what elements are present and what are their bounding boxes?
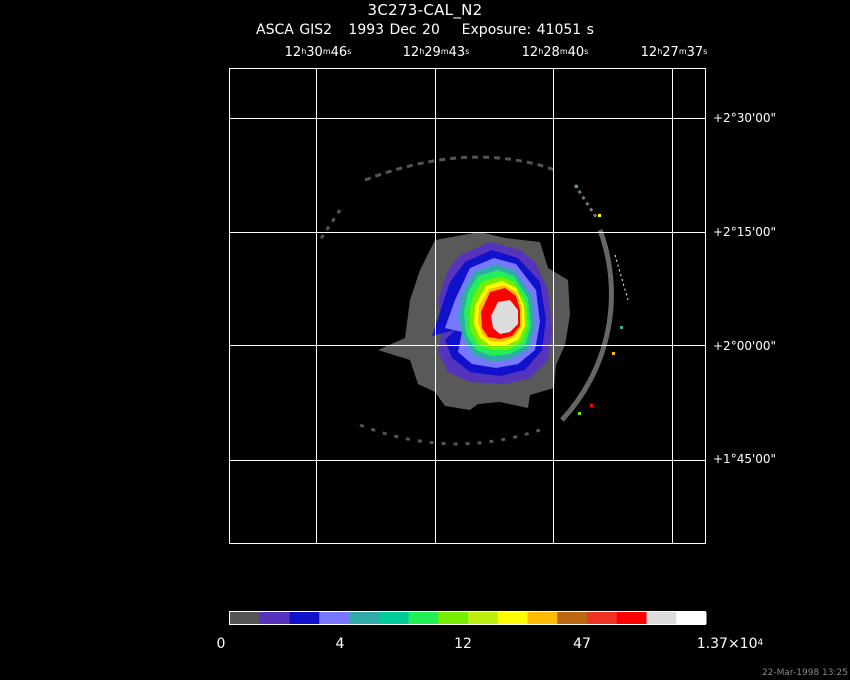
colorbar-swatch: [349, 612, 380, 624]
detector-ring: [318, 155, 629, 446]
dec-tick-label-2: +2°15'00": [713, 225, 777, 239]
colorbar-swatch: [587, 612, 618, 624]
colorbar: [230, 612, 707, 624]
colorbar-swatch: [557, 612, 588, 624]
dec-tick-label-3: +2°00'00": [713, 339, 777, 353]
ra-tick-label-2: 12h29m43s: [402, 45, 470, 60]
ra-tick-label-1: 12h30m46s: [284, 45, 352, 60]
colorbar-swatch: [408, 612, 439, 624]
colorbar-swatch: [230, 612, 261, 624]
colorbar-swatch: [319, 612, 350, 624]
colorbar-swatch: [616, 612, 647, 624]
coordinate-grid: [229, 68, 705, 543]
colorbar-swatch: [646, 612, 677, 624]
colorbar-swatch: [289, 612, 320, 624]
image-title: 3C273-CAL_N2: [367, 1, 483, 19]
colorbar-swatch: [468, 612, 499, 624]
timestamp: 22-Mar-1998 13:25: [761, 668, 848, 678]
dec-tick-label-4: +1°45'00": [713, 452, 777, 466]
colorbar-frame: [229, 611, 706, 625]
colorbar-label-min: 0: [216, 636, 226, 652]
ra-tick-label-4: 12h27m37s: [640, 45, 708, 60]
colorbar-label-3: 12: [454, 636, 472, 652]
colorbar-swatch: [676, 612, 707, 624]
colorbar-swatch: [378, 612, 409, 624]
colorbar-label-max: 1.37×104: [696, 636, 764, 652]
colorbar-swatch: [438, 612, 469, 624]
colorbar-label-2: 4: [335, 636, 345, 652]
colorbar-label-4: 47: [573, 636, 591, 652]
dec-tick-label-1: +2°30'00": [713, 111, 777, 125]
xray-source-emission: [378, 232, 570, 410]
colorbar-swatch: [527, 612, 558, 624]
colorbar-swatch: [259, 612, 290, 624]
colorbar-swatch: [497, 612, 528, 624]
ra-tick-label-3: 12h28m40s: [521, 45, 589, 60]
image-subtitle: ASCA GIS2 1993 Dec 20 Exposure: 41051 s: [256, 22, 594, 38]
